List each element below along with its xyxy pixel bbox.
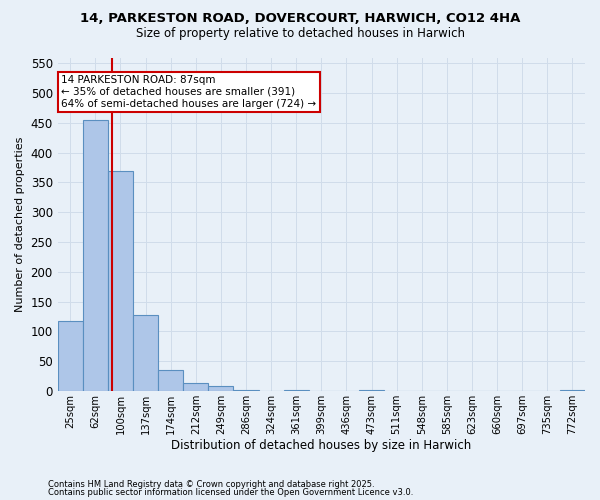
Bar (233, 390, 259, 391)
Y-axis label: Number of detached properties: Number of detached properties (15, 136, 25, 312)
Text: 14 PARKESTON ROAD: 87sqm
← 35% of detached houses are smaller (391)
64% of semi-: 14 PARKESTON ROAD: 87sqm ← 35% of detach… (61, 76, 317, 108)
Bar (560, 390, 585, 391)
Bar (58, 320, 83, 391)
X-axis label: Distribution of detached houses by size in Harwich: Distribution of detached houses by size … (171, 440, 472, 452)
Text: Size of property relative to detached houses in Harwich: Size of property relative to detached ho… (136, 28, 464, 40)
Bar (108, 170, 133, 391)
Bar (284, 390, 309, 391)
Text: 14, PARKESTON ROAD, DOVERCOURT, HARWICH, CO12 4HA: 14, PARKESTON ROAD, DOVERCOURT, HARWICH,… (80, 12, 520, 26)
Bar (83, 120, 108, 391)
Bar (208, 386, 233, 391)
Bar (183, 383, 208, 391)
Bar (133, 315, 158, 391)
Bar (359, 390, 384, 391)
Text: Contains public sector information licensed under the Open Government Licence v3: Contains public sector information licen… (48, 488, 413, 497)
Text: Contains HM Land Registry data © Crown copyright and database right 2025.: Contains HM Land Registry data © Crown c… (48, 480, 374, 489)
Bar (158, 370, 183, 391)
